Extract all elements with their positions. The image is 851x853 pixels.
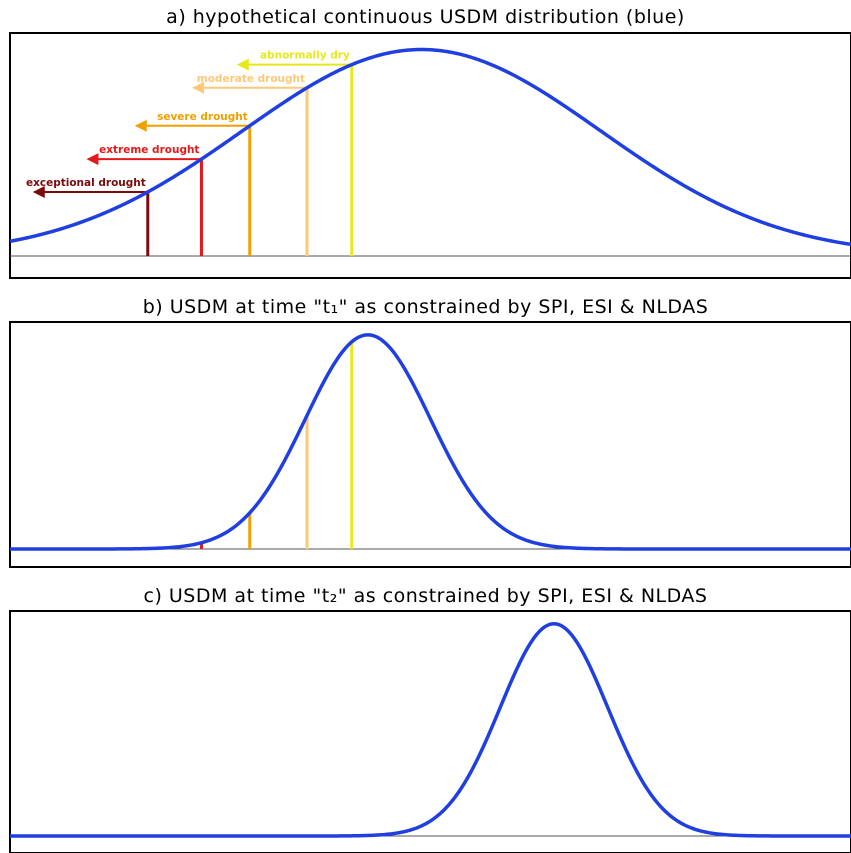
panel-a-threshold-arrowhead-5 <box>236 58 249 71</box>
panel-a-threshold-label-1: exceptional drought <box>26 177 146 189</box>
panel-a-threshold-label-2: extreme drought <box>99 144 199 156</box>
panel-a-threshold-label-3: severe drought <box>157 111 248 123</box>
panel-a-title: a) hypothetical continuous USDM distribu… <box>166 6 685 28</box>
panel-c-frame <box>9 610 851 853</box>
panel-a-threshold-arrowhead-2 <box>86 153 99 166</box>
panel-c-title: c) USDM at time "t₂" as constrained by S… <box>143 585 708 607</box>
panel-c-distribution-curve <box>10 621 851 838</box>
panel-b-frame <box>9 321 851 568</box>
panel-a-threshold-label-4: moderate drought <box>197 73 305 85</box>
panel-b-title: b) USDM at time "t₁" as constrained by S… <box>142 296 709 318</box>
panel-b-distribution-curve <box>10 333 851 551</box>
panel-a-threshold-arrowhead-1 <box>32 185 45 198</box>
panel-a-threshold-arrowhead-3 <box>134 119 147 132</box>
panel-a-threshold-arrowhead-4 <box>192 81 205 94</box>
panel-a-threshold-label-5: abnormally dry <box>260 50 350 62</box>
panel-a-frame <box>9 32 851 279</box>
panel-a-distribution-curve <box>9 47 851 247</box>
